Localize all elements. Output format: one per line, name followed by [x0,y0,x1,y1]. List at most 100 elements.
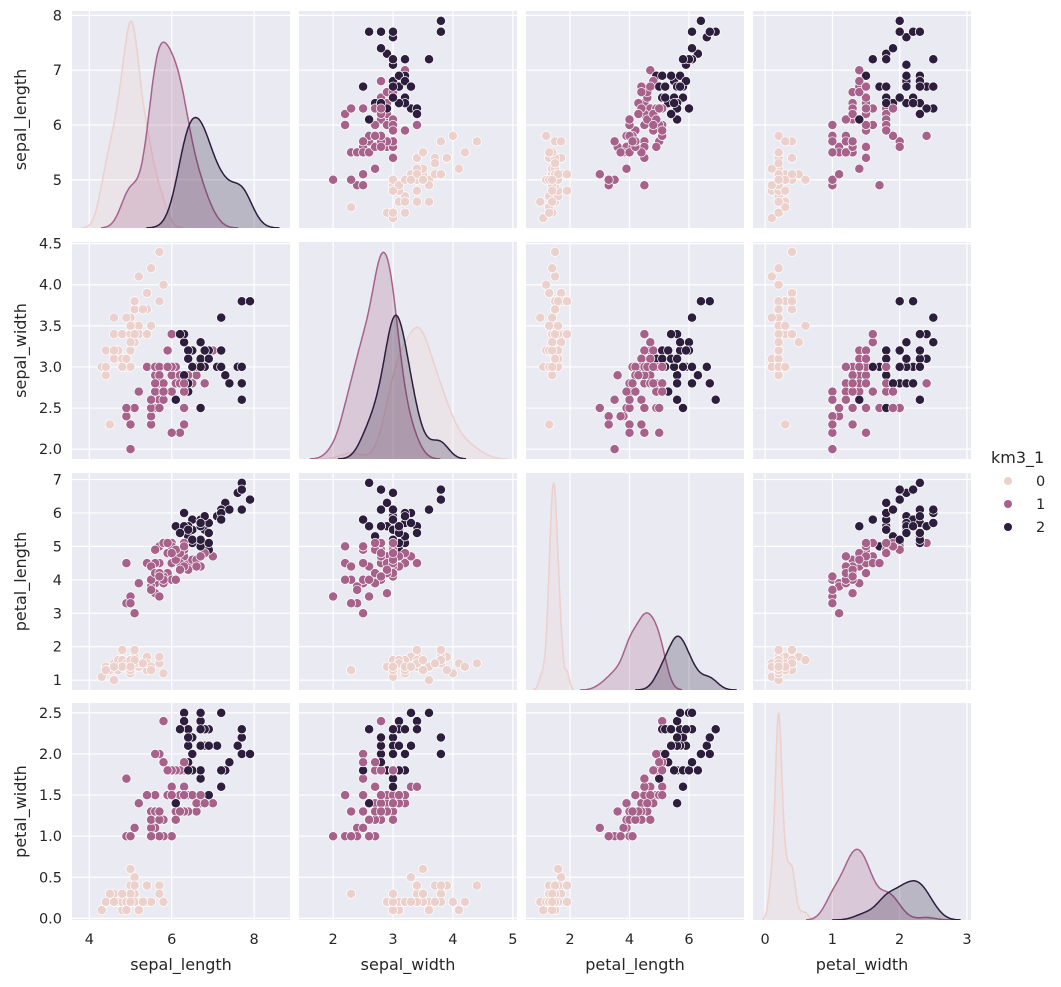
kde-line-cluster-0 [320,326,508,459]
data-point-cluster-0 [538,905,549,916]
data-point-cluster-1 [861,353,871,364]
data-point-cluster-2 [216,361,227,372]
data-point-cluster-2 [692,370,703,381]
data-point-cluster-0 [547,174,558,185]
data-point-cluster-0 [346,202,357,213]
data-point-cluster-1 [191,798,202,809]
data-point-cluster-2 [412,109,422,119]
data-point-cluster-2 [400,511,410,522]
data-point-cluster-1 [881,538,892,548]
data-point-cluster-2 [914,26,925,37]
data-point-cluster-0 [780,185,791,196]
data-point-cluster-1 [121,411,132,422]
data-point-cluster-1 [179,790,190,801]
data-point-cluster-1 [358,558,369,569]
data-point-cluster-1 [158,394,169,405]
data-point-cluster-0 [773,147,784,158]
data-point-cluster-1 [615,147,626,158]
y-tick-label: 4.0 [39,278,62,294]
data-point-cluster-0 [418,864,428,874]
data-point-cluster-1 [358,757,369,768]
data-point-cluster-2 [669,98,680,109]
kde-line-cluster-2 [146,116,280,228]
data-point-cluster-1 [150,378,161,389]
panel-marks [766,246,939,455]
data-point-cluster-1 [154,806,165,817]
x-axis-label: sepal_width [361,955,456,975]
data-point-cluster-2 [901,70,912,81]
data-point-cluster-1 [125,831,136,842]
data-point-cluster-0 [773,370,784,381]
data-point-cluster-1 [358,169,369,180]
data-point-cluster-0 [104,419,115,430]
data-point-cluster-1 [847,136,858,147]
data-point-cluster-2 [914,394,925,405]
panel-marks [535,707,721,916]
data-point-cluster-1 [827,427,838,438]
panel-petal_width-vs-petal_width [753,703,971,920]
y-tick-label: 0.5 [39,870,62,886]
data-point-cluster-0 [388,207,398,218]
data-point-cluster-1 [179,757,190,768]
data-point-cluster-1 [874,180,885,191]
y-tick-label: 4 [53,573,62,589]
data-point-cluster-2 [435,749,446,759]
data-point-cluster-2 [388,514,398,525]
data-point-cluster-0 [541,130,552,141]
data-point-cluster-1 [191,561,202,572]
data-point-cluster-0 [109,675,119,686]
data-point-cluster-2 [894,92,905,103]
data-point-cluster-0 [117,888,128,899]
data-point-cluster-1 [603,419,614,430]
data-point-cluster-2 [179,370,190,381]
data-point-cluster-1 [648,120,659,130]
data-point-cluster-0 [535,312,546,323]
data-point-cluster-2 [660,92,671,103]
data-point-cluster-1 [412,120,422,130]
kde-line-cluster-1 [309,251,441,459]
panel-marks [328,477,482,686]
y-tick-label: 7 [53,473,62,489]
data-point-cluster-0 [412,880,422,891]
data-point-cluster-1 [921,378,932,389]
data-point-cluster-0 [773,353,784,364]
data-point-cluster-0 [773,345,784,356]
data-point-cluster-1 [376,716,386,727]
data-point-cluster-2 [236,749,247,759]
data-point-cluster-2 [203,740,214,751]
data-point-cluster-0 [158,279,169,290]
data-point-cluster-0 [430,158,440,169]
data-point-cluster-0 [766,271,777,282]
data-point-cluster-2 [678,54,688,65]
data-point-cluster-1 [376,548,386,559]
data-point-cluster-1 [158,386,169,397]
data-point-cluster-1 [654,427,665,438]
kde-line-cluster-1 [805,848,953,920]
y-tick-label: 2.5 [39,706,62,722]
data-point-cluster-1 [827,174,838,185]
data-point-cluster-0 [553,296,564,307]
data-point-cluster-0 [435,136,446,147]
data-point-cluster-1 [648,361,659,372]
data-point-cluster-2 [654,773,665,784]
data-point-cluster-0 [146,896,157,907]
data-point-cluster-1 [847,588,858,599]
kde-line-cluster-2 [832,880,961,920]
data-point-cluster-1 [358,773,369,784]
data-point-cluster-0 [773,263,784,274]
panel-background [299,242,517,459]
data-point-cluster-0 [117,361,128,372]
data-point-cluster-0 [100,370,111,381]
data-point-cluster-1 [340,574,351,585]
data-point-cluster-1 [191,370,202,381]
data-point-cluster-2 [406,518,416,528]
data-point-cluster-1 [154,591,165,602]
data-point-cluster-2 [236,484,247,495]
data-point-cluster-2 [687,378,697,389]
data-point-cluster-0 [109,345,119,356]
data-point-cluster-1 [179,403,190,413]
data-point-cluster-0 [562,896,572,907]
data-point-cluster-2 [901,32,912,43]
data-point-cluster-0 [346,665,357,676]
data-point-cluster-1 [328,174,339,185]
